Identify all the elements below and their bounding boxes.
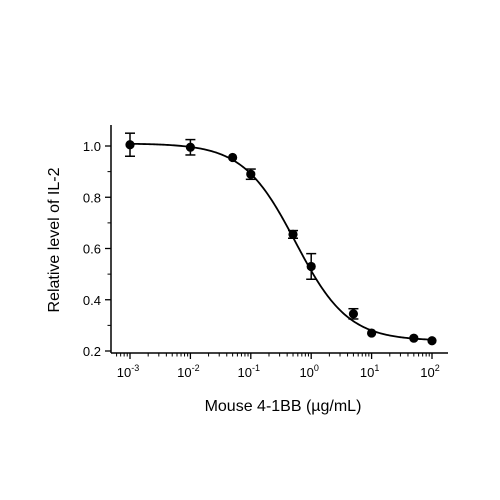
y-tick-label: 0.8 [83, 190, 101, 205]
data-points-layer [125, 140, 437, 346]
data-point [228, 152, 238, 163]
y-axis-ticks: 0.2 0.4 0.6 0.8 1.0 [83, 139, 111, 359]
y-tick-label: 0.4 [83, 293, 101, 308]
x-axis-ticks: 10-3 10-2 10-1 100 101 102 [116, 353, 440, 380]
data-point [367, 328, 377, 338]
data-point [125, 140, 135, 150]
fit-curve [129, 142, 433, 341]
x-tick-label: 10-2 [177, 363, 199, 380]
data-point [348, 309, 359, 319]
y-tick-label: 0.2 [83, 344, 101, 359]
x-tick-label: 102 [420, 363, 439, 380]
x-tick-label: 10-3 [117, 363, 139, 380]
x-tick-label: 10-1 [238, 363, 260, 380]
axes [110, 125, 448, 354]
x-tick-label: 101 [360, 363, 379, 380]
data-point [288, 229, 298, 240]
data-point [185, 142, 195, 152]
x-axis-label: Mouse 4-1BB (µg/mL) [205, 398, 362, 415]
data-point [427, 336, 437, 346]
fit-curve-layer [129, 142, 433, 341]
data-point [306, 261, 316, 272]
x-tick-label: 100 [299, 363, 318, 380]
y-tick-label: 0.6 [83, 242, 101, 257]
y-axis-label: Relative level of IL-2 [46, 167, 63, 312]
y-tick-label: 1.0 [83, 139, 101, 154]
data-point [246, 169, 256, 179]
data-point [409, 333, 419, 343]
